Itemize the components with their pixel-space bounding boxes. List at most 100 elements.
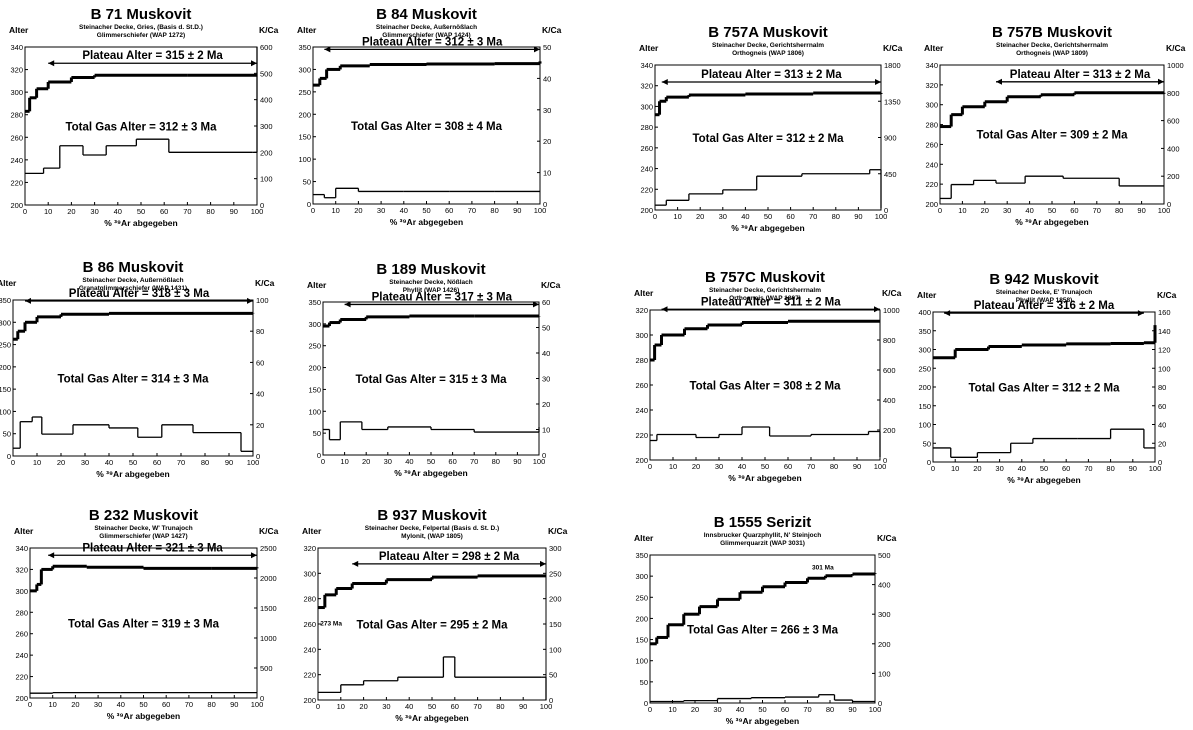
y-axis-label: Alter (14, 526, 34, 536)
y2-tick-label: 100 (1158, 364, 1171, 373)
x-tick-label: 80 (201, 458, 209, 467)
y2-tick-label: 80 (256, 327, 264, 336)
x-tick-label: 100 (251, 700, 264, 709)
total-gas-age-label: Total Gas Alter = 315 ± 3 Ma (355, 374, 507, 386)
plateau-arrow-head-right (1137, 310, 1144, 317)
chart-subtitle: Steinacher Decke, Gerichtsherrnalm (996, 42, 1108, 49)
chart-subtitle: Glimmerschiefer (WAP 1272) (97, 32, 185, 39)
total-gas-age-label: Total Gas Alter = 309 ± 2 Ma (976, 130, 1128, 142)
x-tick-label: 50 (758, 705, 766, 714)
y2-tick-label: 0 (1167, 200, 1171, 209)
plateau-arrow-head-left (48, 552, 55, 559)
y2-tick-label: 0 (549, 696, 553, 705)
y2-tick-label: 2500 (260, 544, 277, 553)
y-tick-label: 240 (925, 160, 938, 169)
plateau-age-label: Plateau Alter = 311 ± 2 Ma (701, 296, 841, 308)
x-tick-label: 60 (784, 462, 792, 471)
y2-tick-label: 50 (542, 324, 550, 333)
plateau-age-label: Plateau Alter = 318 ± 3 Ma (69, 288, 210, 300)
x-tick-label: 70 (183, 207, 191, 216)
x-tick-label: 10 (668, 705, 676, 714)
y-axis-label: Alter (0, 278, 17, 288)
x-tick-label: 40 (736, 705, 744, 714)
plateau-age-label: Plateau Alter = 315 ± 2 Ma (82, 50, 223, 62)
y-tick-label: 320 (640, 82, 653, 91)
total-gas-age-label: Total Gas Alter = 295 ± 2 Ma (356, 620, 508, 632)
y2-axis-label: K/Ca (877, 533, 897, 543)
y-tick-label: 280 (635, 356, 648, 365)
x-tick-label: 50 (1048, 206, 1056, 215)
x-tick-label: 60 (448, 457, 456, 466)
y2-axis-label: K/Ca (882, 288, 902, 298)
y2-tick-label: 160 (1158, 308, 1171, 317)
y2-axis-label: K/Ca (255, 278, 275, 288)
x-tick-label: 40 (117, 700, 125, 709)
y-tick-label: 100 (308, 407, 321, 416)
y2-tick-label: 0 (1158, 458, 1162, 467)
y-tick-label: 220 (635, 431, 648, 440)
chart-title: B 189 Muskovit (376, 261, 485, 278)
x-tick-label: 20 (67, 207, 75, 216)
x-tick-label: 80 (490, 206, 498, 215)
chart-title: B 937 Muskovit (377, 507, 486, 524)
y-tick-label: 260 (10, 133, 23, 142)
x-tick-label: 60 (153, 458, 161, 467)
y-tick-label: 300 (303, 569, 316, 578)
x-tick-label: 0 (321, 457, 325, 466)
y2-tick-label: 800 (1167, 89, 1180, 98)
y2-axis-label: K/Ca (259, 526, 279, 536)
chart-title: B 71 Muskovit (91, 6, 192, 23)
x-tick-label: 90 (225, 458, 233, 467)
x-tick-label: 10 (337, 702, 345, 711)
plateau-age-label: Plateau Alter = 313 ± 2 Ma (701, 69, 842, 81)
x-tick-label: 90 (1137, 206, 1145, 215)
y2-tick-label: 1000 (1167, 61, 1184, 70)
total-gas-age-label: Total Gas Alter = 312 ± 2 Ma (968, 383, 1120, 395)
y2-tick-label: 50 (543, 43, 551, 52)
x-tick-label: 80 (830, 462, 838, 471)
y2-tick-label: 250 (549, 569, 562, 578)
chart-subtitle: Steinacher Decke, Nößlach (389, 279, 472, 286)
total-gas-age-label: Total Gas Alter = 314 ± 3 Ma (57, 374, 209, 386)
y-tick-label: 150 (635, 636, 648, 645)
x-tick-label: 70 (1084, 464, 1092, 473)
chart-subtitle: Steinacher Decke, Gerichtsherrnalm (712, 42, 824, 49)
x-tick-label: 70 (809, 212, 817, 221)
y-tick-label: 240 (640, 165, 653, 174)
chart-title: B 757C Muskovit (705, 269, 825, 286)
plateau-arrow-head-left (25, 297, 31, 304)
x-tick-label: 80 (832, 212, 840, 221)
x-tick-label: 100 (540, 702, 553, 711)
y-tick-label: 250 (298, 88, 311, 97)
y-tick-label: 300 (0, 318, 11, 327)
y2-tick-label: 1350 (884, 97, 901, 106)
y-tick-label: 280 (925, 121, 938, 130)
chart-subtitle: Steinacher Decke, E' Trunajoch (996, 289, 1093, 296)
x-tick-label: 30 (377, 206, 385, 215)
x-tick-label: 10 (340, 457, 348, 466)
x-tick-label: 70 (473, 702, 481, 711)
x-tick-label: 10 (673, 212, 681, 221)
x-axis-label: % ³⁹Ar abgegeben (104, 218, 177, 228)
y-tick-label: 200 (918, 383, 931, 392)
chart-subtitle: Steinacher Decke, Außernößlach (376, 24, 477, 31)
age-note-label: 301 Ma (812, 565, 834, 572)
x-axis-label: % ³⁹Ar abgegeben (96, 469, 169, 479)
y-tick-label: 200 (635, 614, 648, 623)
x-tick-label: 100 (247, 458, 260, 467)
y-axis-label: Alter (297, 25, 317, 35)
y-tick-label: 320 (303, 544, 316, 553)
y2-tick-label: 10 (543, 169, 551, 178)
y-tick-label: 350 (918, 327, 931, 336)
y-tick-label: 300 (640, 102, 653, 111)
y-tick-label: 100 (298, 155, 311, 164)
y2-tick-label: 600 (260, 43, 273, 52)
y2-axis-label: K/Ca (883, 43, 903, 53)
y2-tick-label: 0 (260, 694, 264, 703)
x-tick-label: 20 (71, 700, 79, 709)
x-tick-label: 40 (738, 462, 746, 471)
x-tick-label: 50 (139, 700, 147, 709)
x-tick-label: 50 (129, 458, 137, 467)
x-tick-label: 70 (807, 462, 815, 471)
y2-tick-label: 20 (543, 137, 551, 146)
